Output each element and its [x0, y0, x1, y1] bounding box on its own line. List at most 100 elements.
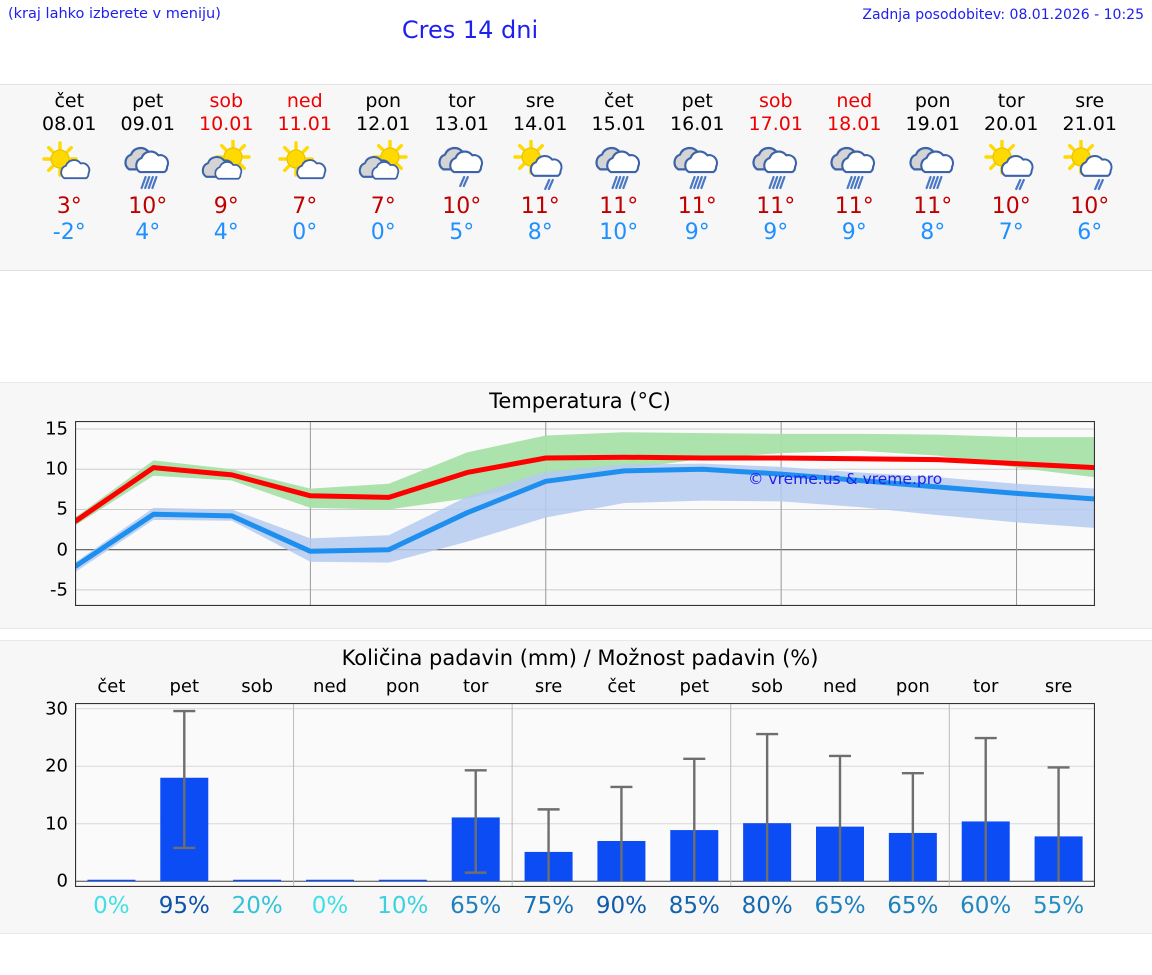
- precipitation-probability-label: 55%: [1033, 893, 1085, 919]
- day-name: sre: [1075, 90, 1105, 112]
- min-temperature: 8°: [920, 220, 946, 245]
- day-forecast-column[interactable]: pet 16.01 11° 9°: [658, 85, 737, 270]
- temperature-y-tick-label: 0: [56, 539, 68, 561]
- precipitation-probability-label: 75%: [523, 893, 575, 919]
- precipitation-probability-label: 60%: [960, 893, 1012, 919]
- precipitation-probability-label: 90%: [595, 893, 647, 919]
- max-temperature: 7°: [370, 194, 396, 219]
- copyright-text: © vreme.us & vreme.pro: [748, 470, 943, 488]
- day-date: 09.01: [120, 113, 175, 135]
- strip-spacer: [0, 85, 30, 270]
- min-temperature: 0°: [370, 220, 396, 245]
- min-temperature: -2°: [52, 220, 86, 245]
- day-name: pon: [365, 90, 402, 112]
- min-temperature: 9°: [841, 220, 867, 245]
- day-forecast-column[interactable]: sob 10.01 9° 4°: [187, 85, 266, 270]
- day-name: čet: [603, 90, 634, 112]
- temperature-chart-plot: [73, 420, 1096, 607]
- precipitation-probability-label: 80%: [741, 893, 793, 919]
- page-title: Cres 14 dni: [401, 16, 539, 44]
- max-temperature: 9°: [213, 194, 239, 219]
- min-temperature: 9°: [763, 220, 789, 245]
- day-date: 16.01: [670, 113, 725, 135]
- temperature-y-tick-label: 10: [45, 458, 68, 480]
- cloud-rain-icon: [109, 138, 188, 194]
- min-temperature: 0°: [292, 220, 318, 245]
- precipitation-y-tick-label: 30: [45, 698, 68, 720]
- precipitation-chart-plot: [74, 702, 1096, 888]
- cloud-light-rain-icon: [423, 138, 502, 194]
- day-date: 10.01: [199, 113, 254, 135]
- precipitation-y-axis: 30 20 10 0: [0, 698, 68, 892]
- precipitation-day-label: čet: [97, 676, 126, 697]
- cloud-rain-icon: [580, 138, 659, 194]
- precipitation-day-label: sob: [751, 676, 784, 697]
- sun-small-cloud-icon: [266, 138, 345, 194]
- day-date: 11.01: [277, 113, 332, 135]
- min-temperature: 7°: [998, 220, 1024, 245]
- precipitation-probability-label: 20%: [231, 893, 283, 919]
- max-temperature: 11°: [834, 194, 874, 219]
- precipitation-day-label: pon: [895, 676, 930, 697]
- day-name: sob: [209, 90, 244, 112]
- temperature-chart-title: Temperatura (°C): [489, 389, 671, 413]
- day-forecast-column[interactable]: čet 15.01 11° 10°: [580, 85, 659, 270]
- day-date: 14.01: [513, 113, 568, 135]
- precipitation-day-label: ned: [823, 676, 857, 697]
- day-date: 08.01: [42, 113, 97, 135]
- precipitation-y-tick-label: 10: [45, 813, 68, 835]
- day-name: sob: [758, 90, 793, 112]
- min-temperature: 9°: [684, 220, 710, 245]
- day-name: pet: [681, 90, 713, 112]
- cloud-rain-icon: [737, 138, 816, 194]
- precipitation-probability-label: 85%: [668, 893, 720, 919]
- day-date: 21.01: [1062, 113, 1117, 135]
- day-forecast-column[interactable]: ned 11.01 7° 0°: [266, 85, 345, 270]
- precipitation-day-label: ned: [313, 676, 347, 697]
- cloud-rain-icon: [815, 138, 894, 194]
- precipitation-day-label: tor: [972, 676, 999, 697]
- day-forecast-column[interactable]: pet 09.01 10° 4°: [109, 85, 188, 270]
- max-temperature: 7°: [292, 194, 318, 219]
- day-forecast-column[interactable]: sre 21.01 10° 6°: [1051, 85, 1130, 270]
- max-temperature: 11°: [599, 194, 639, 219]
- max-temperature: 11°: [520, 194, 560, 219]
- precipitation-probability-label: 95%: [158, 893, 210, 919]
- min-temperature: 4°: [135, 220, 161, 245]
- precipitation-day-label: pet: [169, 676, 200, 697]
- day-date: 17.01: [748, 113, 803, 135]
- precipitation-day-label: pon: [385, 676, 420, 697]
- precipitation-y-tick-label: 0: [56, 870, 68, 892]
- day-forecast-column[interactable]: sre 14.01 11° 8°: [501, 85, 580, 270]
- day-forecast-column[interactable]: tor 13.01 10° 5°: [423, 85, 502, 270]
- day-forecast-column[interactable]: sob 17.01 11° 9°: [737, 85, 816, 270]
- day-forecast-column[interactable]: ned 18.01 11° 9°: [815, 85, 894, 270]
- day-date: 15.01: [591, 113, 646, 135]
- day-forecast-column[interactable]: pon 19.01 11° 8°: [894, 85, 973, 270]
- day-forecast-column[interactable]: tor 20.01 10° 7°: [972, 85, 1051, 270]
- precipitation-probability-label: 0%: [93, 893, 130, 919]
- day-forecast-column[interactable]: pon 12.01 7° 0°: [344, 85, 423, 270]
- day-name: čet: [54, 90, 85, 112]
- sun-behind-cloud-icon: [187, 138, 266, 194]
- day-forecast-column[interactable]: čet 08.01 3° -2°: [30, 85, 109, 270]
- sun-behind-cloud-icon: [344, 138, 423, 194]
- min-temperature: 4°: [213, 220, 239, 245]
- precipitation-day-label: tor: [462, 676, 489, 697]
- precipitation-probability-label: 65%: [814, 893, 866, 919]
- day-date: 19.01: [905, 113, 960, 135]
- cloud-rain-icon: [658, 138, 737, 194]
- max-temperature: 11°: [677, 194, 717, 219]
- sun-cloud-rain-icon: [972, 138, 1051, 194]
- max-temperature: 3°: [56, 194, 82, 219]
- day-name: sre: [525, 90, 555, 112]
- precipitation-probability-label: 65%: [887, 893, 939, 919]
- min-temperature: 5°: [449, 220, 475, 245]
- precipitation-day-label: sob: [241, 676, 274, 697]
- min-temperature: 10°: [599, 220, 639, 245]
- day-name: ned: [836, 90, 873, 112]
- page-header: (kraj lahko izberete v meniju) Cres 14 d…: [0, 0, 1152, 62]
- day-name: tor: [448, 90, 476, 112]
- precipitation-day-label: čet: [607, 676, 636, 697]
